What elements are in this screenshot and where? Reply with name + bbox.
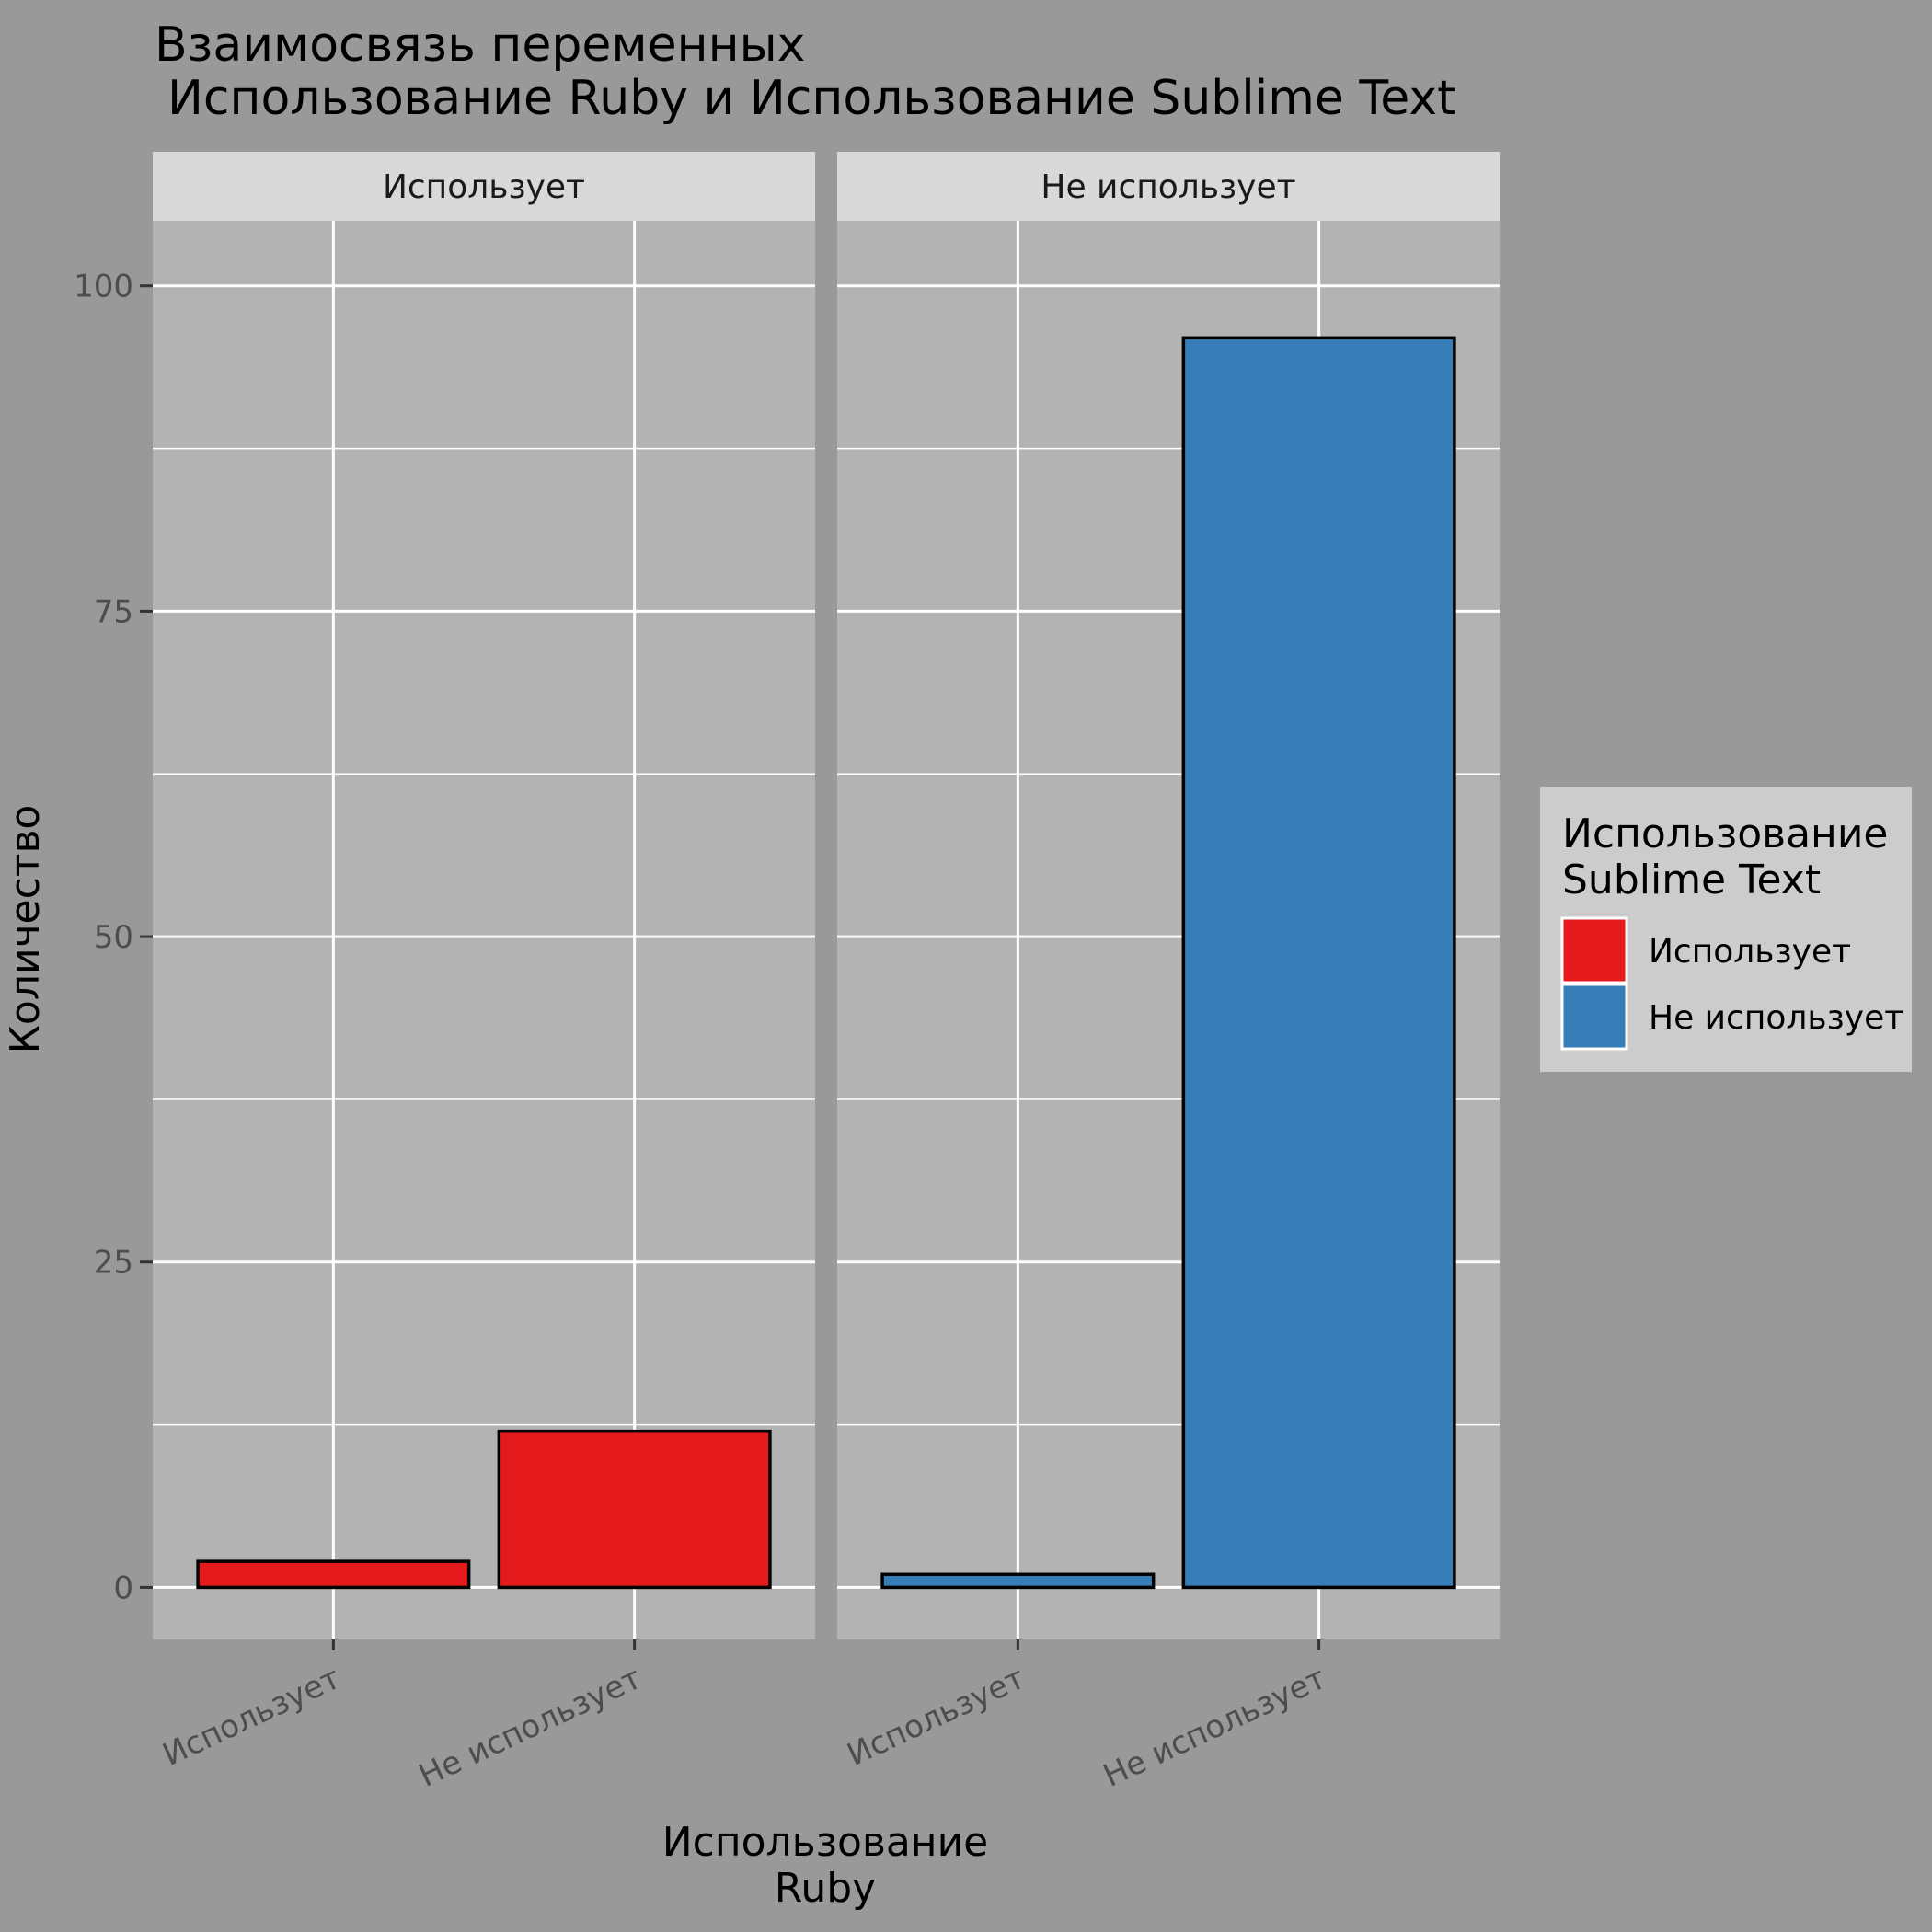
legend-title: Sublime Text: [1562, 857, 1821, 903]
y-tick-label: 50: [94, 919, 133, 956]
chart-title-line: Использование Ruby и Использование Subli…: [167, 71, 1456, 126]
bar: [880, 1572, 1156, 1590]
facet-strip-label: Не использует: [1041, 168, 1295, 206]
legend-label: Использует: [1649, 933, 1851, 971]
y-tick-label: 0: [113, 1570, 133, 1606]
facet-strip: [153, 152, 815, 221]
facet-strip-label: Использует: [383, 168, 585, 206]
bar: [1181, 336, 1456, 1590]
facet-strip: [837, 152, 1500, 221]
x-axis-title-line: Использование: [662, 1819, 989, 1866]
legend-key: [1560, 916, 1628, 984]
y-tick-label: 25: [94, 1245, 133, 1282]
y-axis: 0 25 50 75 100: [74, 269, 153, 1606]
legend-title: Использование: [1562, 811, 1889, 857]
bar: [497, 1429, 772, 1590]
y-tick-label: 75: [94, 593, 133, 630]
facet-panel: Использует: [153, 152, 815, 1639]
facet-panels: Использует Не использует: [153, 152, 1500, 1639]
legend-label: Не использует: [1649, 999, 1903, 1037]
chart-title-line: Взаимосвязь переменных: [155, 17, 805, 73]
bar: [196, 1559, 471, 1590]
panel-background: [153, 221, 815, 1639]
legend-key: [1560, 983, 1628, 1051]
y-tick-label: 100: [74, 269, 133, 305]
x-axis-title: Использование Ruby: [662, 1819, 989, 1912]
y-axis-title: Количество: [2, 805, 49, 1054]
x-axis-title-line: Ruby: [775, 1865, 876, 1912]
facet-panel: Не использует: [837, 152, 1500, 1639]
chart-title: Взаимосвязь переменных Использование Ruby…: [155, 17, 1456, 126]
